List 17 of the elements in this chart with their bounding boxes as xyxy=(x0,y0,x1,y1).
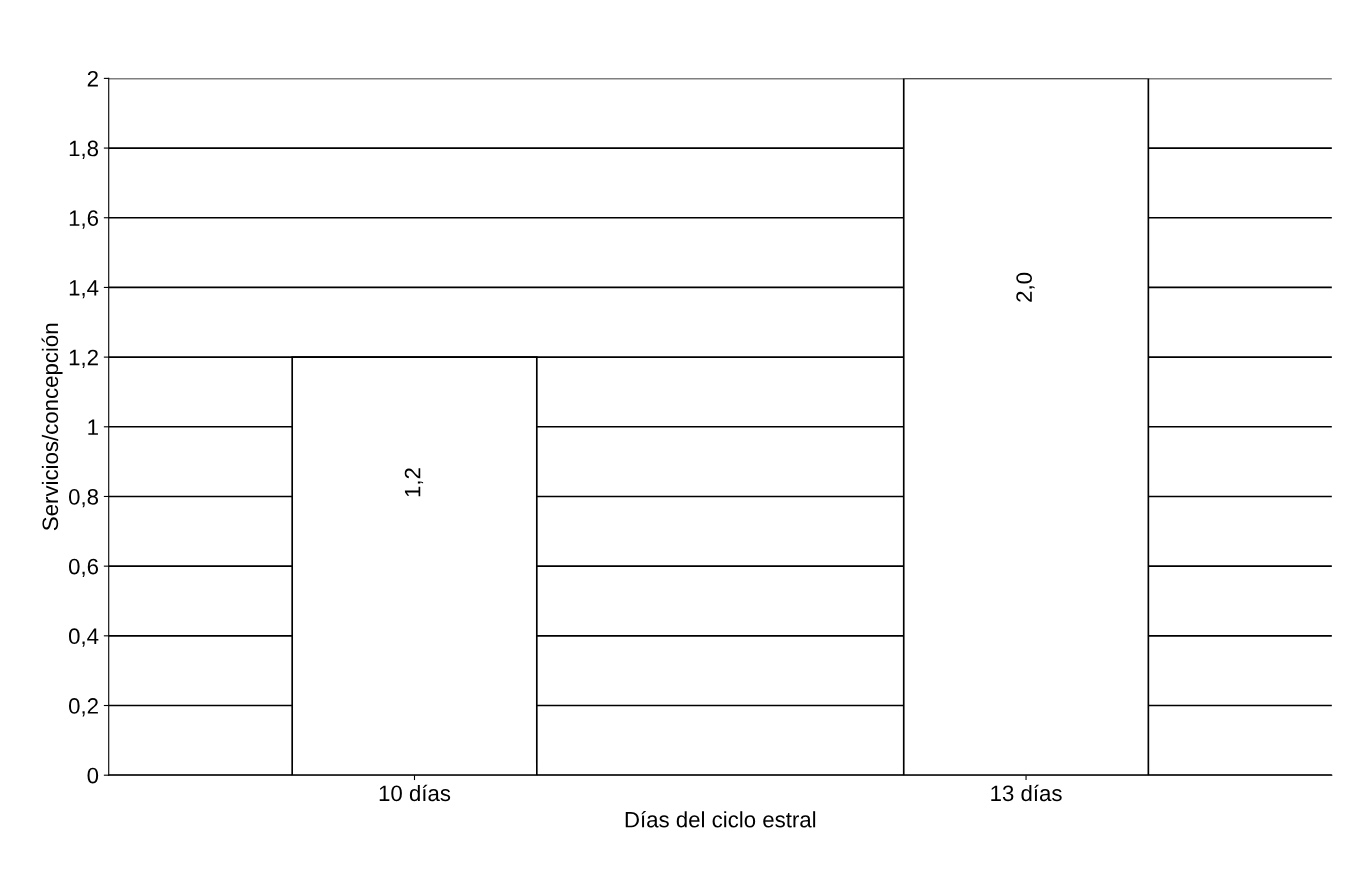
y-tick-label: 1,4 xyxy=(69,280,99,299)
data-label: 2,0 xyxy=(1016,272,1035,302)
y-tick-label: 1,2 xyxy=(69,349,98,369)
x-tick-label: 10 días xyxy=(379,784,451,802)
y-tick-label: 0 xyxy=(87,767,99,784)
y-tick-label: 1,6 xyxy=(69,210,99,229)
y-tick-label: 0,8 xyxy=(68,489,99,508)
x-axis-title: Días del ciclo estral xyxy=(625,810,816,828)
y-tick-label: 0,2 xyxy=(68,698,98,717)
x-tick-label: 13 días xyxy=(991,784,1062,802)
data-label: 1,2 xyxy=(404,468,424,497)
y-tick-label: 1,8 xyxy=(69,140,99,159)
y-tick-label: 2 xyxy=(87,70,98,87)
y-axis-title: Servicios/concepción xyxy=(41,323,63,531)
y-tick-label: 1 xyxy=(88,419,98,435)
y-tick-label: 0,4 xyxy=(68,628,99,647)
y-tick-label: 0,6 xyxy=(68,558,99,578)
